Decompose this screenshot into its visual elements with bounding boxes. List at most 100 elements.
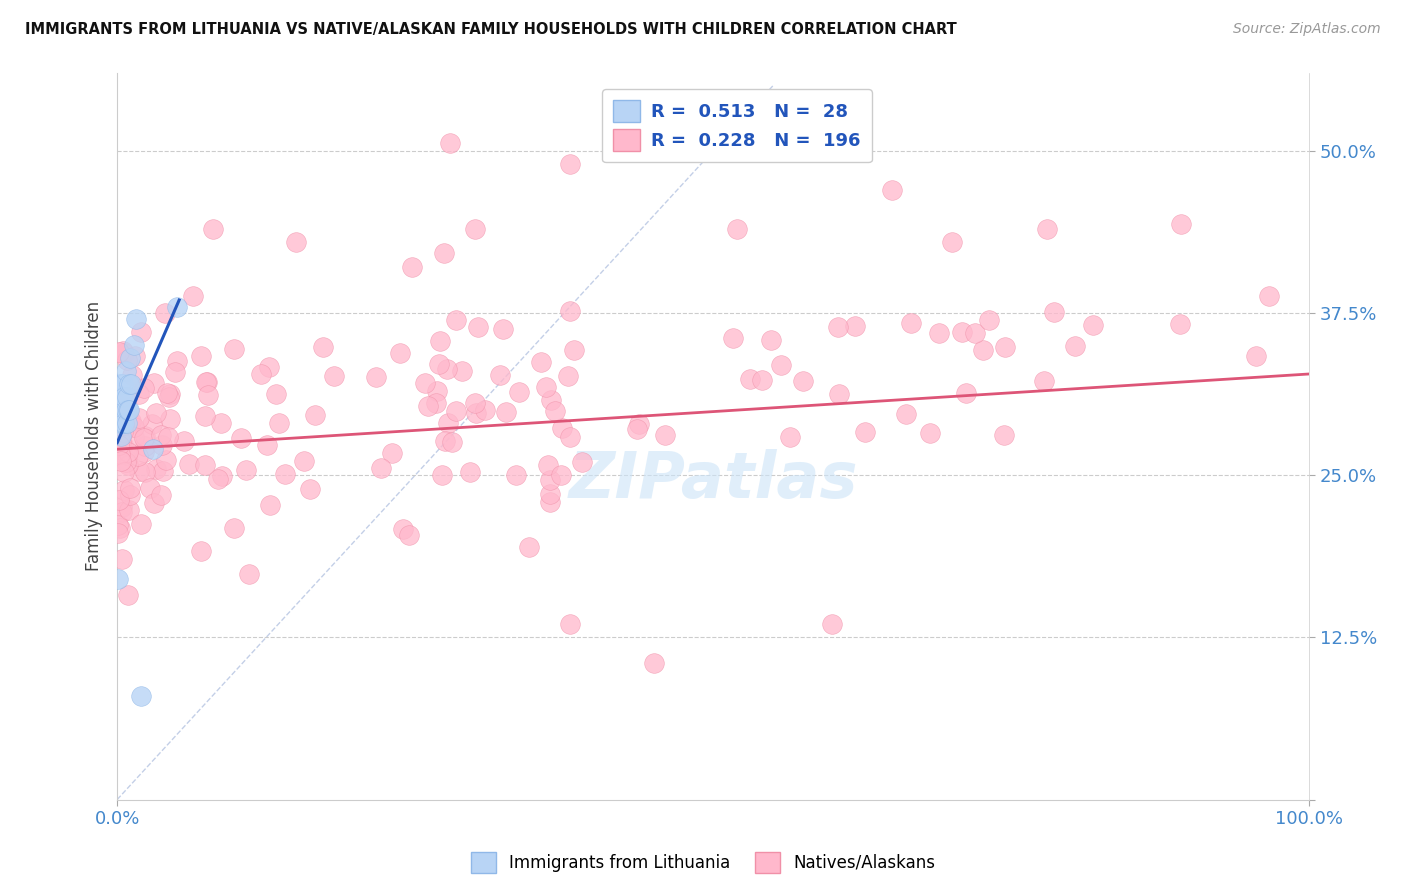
- Point: [156, 385, 179, 400]
- Point: [117, 403, 139, 417]
- Point: [1043, 305, 1066, 319]
- Point: [145, 462, 167, 476]
- Point: [1244, 349, 1267, 363]
- Point: [134, 466, 156, 480]
- Point: [537, 458, 560, 472]
- Point: [111, 417, 134, 431]
- Point: [155, 306, 177, 320]
- Point: [112, 425, 135, 440]
- Point: [114, 403, 136, 417]
- Point: [159, 387, 181, 401]
- Point: [155, 452, 177, 467]
- Point: [157, 390, 180, 404]
- Point: [112, 390, 135, 404]
- Point: [626, 421, 648, 435]
- Point: [654, 428, 676, 442]
- Point: [311, 340, 333, 354]
- Point: [108, 345, 131, 359]
- Point: [107, 526, 129, 541]
- Point: [398, 528, 420, 542]
- Point: [769, 359, 792, 373]
- Point: [285, 235, 308, 249]
- Point: [112, 345, 135, 359]
- Point: [142, 376, 165, 390]
- Point: [880, 183, 903, 197]
- Point: [111, 551, 134, 566]
- Point: [436, 362, 458, 376]
- Point: [128, 386, 150, 401]
- Point: [413, 376, 436, 390]
- Point: [467, 319, 489, 334]
- Point: [439, 136, 461, 151]
- Point: [122, 430, 145, 444]
- Point: [538, 473, 561, 487]
- Legend: R =  0.513   N =  28, R =  0.228   N =  196: R = 0.513 N = 28, R = 0.228 N = 196: [602, 89, 872, 162]
- Point: [738, 372, 761, 386]
- Point: [115, 353, 138, 368]
- Point: [853, 425, 876, 439]
- Point: [550, 421, 572, 435]
- Point: [112, 483, 135, 497]
- Point: [491, 322, 513, 336]
- Point: [392, 522, 415, 536]
- Point: [993, 428, 1015, 442]
- Point: [994, 340, 1017, 354]
- Point: [465, 405, 488, 419]
- Point: [540, 393, 562, 408]
- Text: ZIPatlas: ZIPatlas: [568, 449, 858, 511]
- Point: [150, 428, 173, 442]
- Point: [108, 493, 131, 508]
- Point: [107, 417, 129, 431]
- Point: [165, 365, 187, 379]
- Point: [416, 399, 439, 413]
- Point: [125, 312, 148, 326]
- Point: [425, 396, 447, 410]
- Point: [120, 351, 142, 366]
- Point: [115, 417, 138, 431]
- Point: [562, 343, 585, 357]
- Point: [761, 333, 783, 347]
- Point: [896, 407, 918, 421]
- Point: [207, 472, 229, 486]
- Point: [534, 380, 557, 394]
- Point: [166, 300, 188, 314]
- Point: [488, 368, 510, 383]
- Point: [928, 326, 950, 341]
- Point: [129, 325, 152, 339]
- Point: [107, 518, 129, 533]
- Point: [558, 304, 581, 318]
- Point: [571, 455, 593, 469]
- Point: [117, 458, 139, 472]
- Point: [107, 417, 129, 431]
- Point: [544, 403, 567, 417]
- Point: [115, 390, 138, 404]
- Point: [108, 388, 131, 402]
- Point: [259, 498, 281, 512]
- Point: [177, 457, 200, 471]
- Point: [124, 349, 146, 363]
- Point: [142, 442, 165, 457]
- Point: [114, 364, 136, 378]
- Point: [792, 374, 814, 388]
- Point: [181, 288, 204, 302]
- Point: [120, 416, 142, 430]
- Point: [117, 452, 139, 467]
- Text: IMMIGRANTS FROM LITHUANIA VS NATIVE/ALASKAN FAMILY HOUSEHOLDS WITH CHILDREN CORR: IMMIGRANTS FROM LITHUANIA VS NATIVE/ALAS…: [25, 22, 957, 37]
- Point: [128, 464, 150, 478]
- Point: [194, 376, 217, 390]
- Point: [257, 359, 280, 374]
- Point: [209, 416, 232, 430]
- Point: [111, 500, 134, 515]
- Point: [112, 417, 135, 432]
- Point: [115, 455, 138, 469]
- Point: [366, 370, 388, 384]
- Point: [464, 396, 486, 410]
- Point: [112, 465, 135, 479]
- Point: [112, 377, 135, 392]
- Point: [173, 434, 195, 449]
- Point: [723, 331, 745, 345]
- Point: [256, 438, 278, 452]
- Point: [495, 405, 517, 419]
- Point: [941, 235, 963, 249]
- Point: [129, 516, 152, 531]
